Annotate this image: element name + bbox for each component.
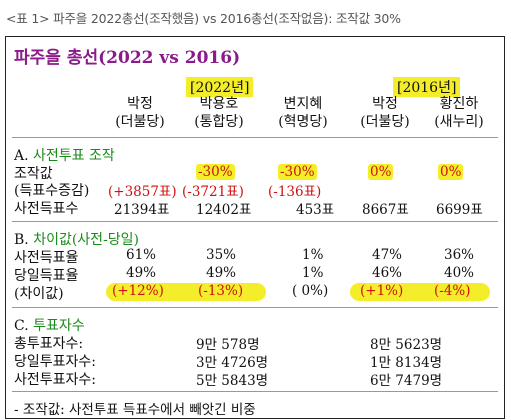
early-votes-value: 6699표: [436, 202, 483, 218]
manip-value: 0%: [438, 164, 464, 180]
highlight-2022-diff: [106, 283, 266, 301]
diff-value: (-4%): [434, 283, 471, 299]
column-header-2: 박용호 (통합당): [184, 95, 254, 131]
column-header-5: 황진하 (새누리): [424, 95, 494, 131]
diff-value: ( 0%): [292, 283, 329, 299]
candidate-party: (혁명당): [278, 114, 328, 130]
row-label-manip: 조작값: [14, 166, 53, 182]
column-header-4: 박정 (더불당): [352, 95, 418, 131]
section-divider: [12, 391, 498, 392]
row-label-early-rate: 사전득표율: [14, 250, 79, 266]
diff-value: (+1%): [360, 283, 404, 299]
footnote: - 조작값: 사전투표 득표수에서 빼앗긴 비중: [14, 402, 256, 418]
candidate-name: 박용호: [199, 96, 239, 112]
row-label-diff: (차이값): [14, 286, 64, 302]
candidate-name: 변지혜: [283, 96, 323, 112]
diff-value: (+12%): [112, 283, 164, 299]
manip-value: -30%: [196, 164, 235, 180]
candidate-party: (통합당): [194, 114, 244, 130]
day-rate-value: 46%: [372, 265, 403, 281]
table-title: 파주을 총선(2022 vs 2016): [14, 48, 241, 68]
year-label-2016: [2016년]: [393, 77, 461, 97]
candidate-name: 박정: [372, 96, 398, 112]
early-votes-value: 8667표: [362, 202, 409, 218]
row-label-early-votes: 사전득표수: [14, 201, 79, 217]
delta-value: (+3857표): [108, 184, 177, 200]
early-rate-value: 36%: [444, 247, 475, 263]
manip-value: -30%: [278, 164, 317, 180]
early-votes-value: 12402표: [196, 202, 252, 218]
voters-2016-value: 6만 7479명: [370, 373, 443, 389]
year-label-2022: [2022년]: [186, 77, 254, 97]
section-c-heading: C. 투표자수: [14, 318, 85, 334]
early-rate-value: 61%: [126, 247, 157, 263]
highlight-2016-diff: [350, 283, 490, 301]
row-label-total-voters: 총투표자수:: [14, 336, 84, 352]
section-divider: [12, 137, 498, 138]
voters-2016-value: 8만 5623명: [370, 337, 443, 353]
early-votes-value: 453표: [296, 202, 335, 218]
day-rate-value: 49%: [126, 265, 157, 281]
column-header-3: 변지혜 (혁명당): [268, 95, 338, 131]
manip-value: 0%: [368, 164, 394, 180]
candidate-name: 황진하: [439, 96, 479, 112]
row-label-day-voters: 당일투표자수:: [14, 354, 96, 370]
row-label-delta: (득표수증감): [14, 183, 90, 199]
section-divider: [12, 221, 498, 222]
candidate-party: (더불당): [360, 114, 410, 130]
early-rate-value: 47%: [372, 247, 403, 263]
voters-2022-value: 3만 4726명: [196, 355, 269, 371]
early-votes-value: 21394표: [114, 202, 170, 218]
table-caption: <표 1> 파주을 2022총선(조작했음) vs 2016총선(조작없음): …: [6, 11, 401, 26]
row-label-day-rate: 당일득표율: [14, 268, 79, 284]
section-divider: [12, 307, 498, 308]
section-b-heading: B. 차이값(사전-당일): [14, 232, 140, 248]
candidate-party: (새누리): [434, 114, 484, 130]
diff-value: (-13%): [198, 283, 244, 299]
early-rate-value: 1%: [302, 247, 324, 263]
day-rate-value: 40%: [444, 265, 475, 281]
candidate-party: (더불당): [115, 114, 165, 130]
voters-2016-value: 1만 8134명: [370, 355, 443, 371]
section-a-heading: A. 사전투표 조작: [14, 148, 115, 164]
table-frame: 파주을 총선(2022 vs 2016) [2022년] [2016년] 박정 …: [5, 36, 505, 419]
delta-value: (-136표): [268, 184, 322, 200]
delta-value: (-3721표): [182, 184, 244, 200]
voters-2022-value: 5만 5843명: [196, 373, 269, 389]
early-rate-value: 35%: [206, 247, 237, 263]
row-label-early-voters: 사전투표자수:: [14, 372, 96, 388]
voters-2022-value: 9만 578명: [196, 337, 260, 353]
candidate-name: 박정: [127, 96, 153, 112]
column-header-1: 박정 (더불당): [108, 95, 172, 131]
day-rate-value: 49%: [206, 265, 237, 281]
day-rate-value: 1%: [302, 265, 324, 281]
